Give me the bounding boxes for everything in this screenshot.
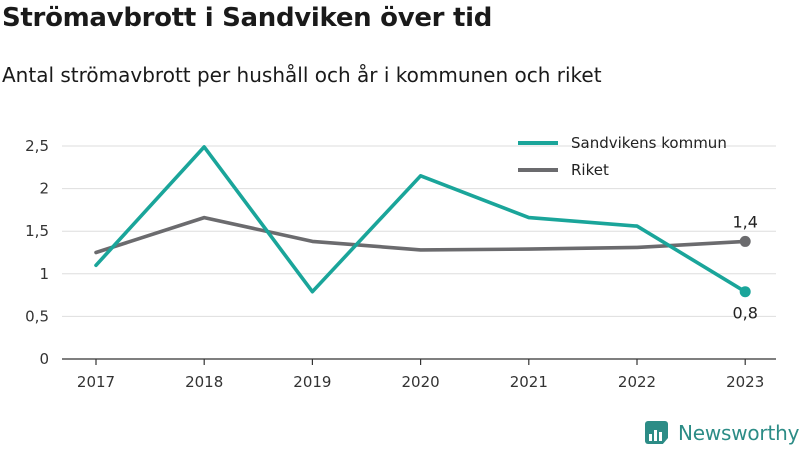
chart-subtitle: Antal strömavbrott per hushåll och år i … [2, 63, 602, 87]
x-tick-label: 2023 [726, 373, 764, 391]
brand-name: Newsworthy [678, 421, 800, 445]
brand: Newsworthy [644, 420, 799, 446]
y-tick-label: 0,5 [25, 307, 49, 325]
end-point [739, 286, 751, 298]
end-value-label: 0,8 [732, 304, 757, 323]
chart-title: Strömavbrott i Sandviken över tid [2, 3, 493, 33]
x-tick-label: 2021 [510, 373, 548, 391]
x-tick-label: 2020 [402, 373, 440, 391]
series-line [94, 145, 748, 294]
y-tick-label: 2,5 [25, 137, 49, 155]
end-point [739, 235, 751, 247]
newsworthy-logo-icon [645, 421, 668, 445]
y-tick-label: 1,5 [25, 222, 49, 240]
y-tick-label: 2 [39, 180, 49, 198]
y-tick-label: 0 [39, 350, 49, 368]
x-tick-label: 2017 [77, 373, 115, 391]
legend-label: Riket [571, 161, 609, 179]
x-tick-label: 2022 [618, 373, 656, 391]
x-tick-label: 2018 [185, 373, 223, 391]
y-tick-label: 1 [39, 265, 49, 283]
series-line [94, 215, 748, 255]
end-value-label: 1,4 [732, 212, 757, 231]
legend-label: Sandvikens kommun [571, 134, 727, 152]
x-tick-label: 2019 [293, 373, 331, 391]
